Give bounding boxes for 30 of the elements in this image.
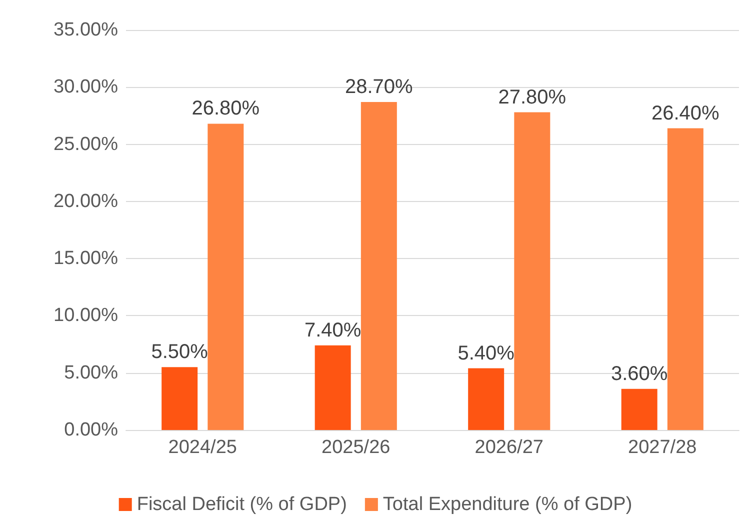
- y-tick-label: 5.00%: [64, 362, 118, 384]
- bar: [360, 102, 397, 430]
- data-label: 7.40%: [304, 319, 362, 342]
- bar: [667, 128, 704, 430]
- x-tick-label: 2024/25: [168, 437, 237, 458]
- bar: [314, 345, 351, 430]
- legend-label: Total Expenditure (% of GDP): [382, 494, 632, 515]
- y-tick-label: 30.00%: [54, 76, 118, 98]
- y-tick-label: 15.00%: [54, 248, 118, 270]
- legend-label: Fiscal Deficit (% of GDP): [136, 494, 347, 515]
- x-tick-label: 2027/28: [628, 437, 697, 458]
- bar: [621, 388, 658, 430]
- data-label: 27.80%: [498, 86, 566, 108]
- data-label: 28.70%: [344, 76, 414, 98]
- y-tick-label: 25.00%: [54, 134, 118, 155]
- x-tick-label: 2026/27: [474, 437, 544, 458]
- bar: [162, 367, 198, 430]
- bar: [208, 124, 244, 430]
- y-tick-label: 35.00%: [54, 20, 118, 40]
- bar: [468, 368, 504, 430]
- data-label: 3.60%: [610, 362, 668, 385]
- data-label: 5.40%: [458, 342, 515, 364]
- data-label: 26.40%: [651, 102, 720, 124]
- y-tick-label: 0.00%: [64, 420, 118, 440]
- bar: [514, 112, 550, 430]
- data-label: 26.80%: [192, 98, 260, 120]
- data-label: 5.50%: [151, 341, 208, 364]
- y-tick-label: 20.00%: [54, 190, 118, 212]
- x-tick-label: 2025/26: [322, 437, 390, 458]
- y-tick-label: 10.00%: [54, 305, 118, 326]
